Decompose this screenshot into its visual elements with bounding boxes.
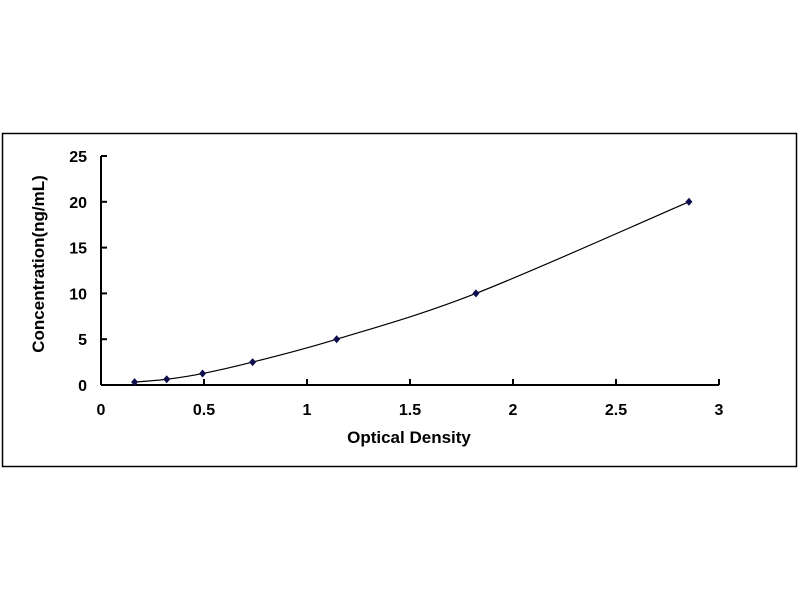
x-tick-label: 0 xyxy=(97,402,106,419)
x-tick-label: 1 xyxy=(303,402,312,419)
y-tick-label: 5 xyxy=(78,332,87,349)
x-tick-label: 0.5 xyxy=(193,402,215,419)
data-point xyxy=(131,378,139,387)
x-tick-label: 2.5 xyxy=(605,402,627,419)
x-axis-label: Optical Density xyxy=(347,428,471,447)
data-point xyxy=(685,197,693,206)
data-point xyxy=(163,375,171,384)
chart-frame xyxy=(1,132,798,468)
y-axis-label: Concentration(ng/mL) xyxy=(29,175,48,353)
y-tick-label: 20 xyxy=(69,195,87,212)
x-tick-label: 2 xyxy=(509,402,518,419)
data-point xyxy=(199,369,207,378)
data-point xyxy=(472,289,480,298)
data-point xyxy=(333,335,341,344)
y-tick-label: 15 xyxy=(69,241,87,258)
y-tick-label: 25 xyxy=(69,149,87,166)
x-tick-label: 3 xyxy=(715,402,724,419)
y-tick-label: 0 xyxy=(78,378,87,395)
x-tick-label: 1.5 xyxy=(399,402,421,419)
fit-curve xyxy=(134,201,690,383)
y-tick-label: 10 xyxy=(69,286,87,303)
data-point xyxy=(249,358,257,367)
